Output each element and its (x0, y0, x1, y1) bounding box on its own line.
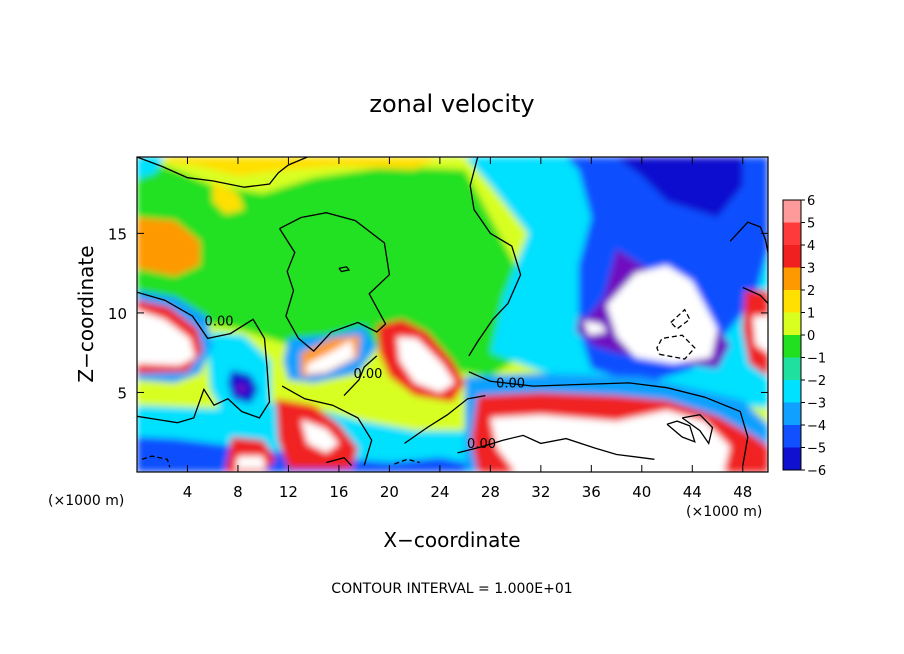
colorbar-swatch-11 (783, 447, 801, 471)
colorbar-label-11: −5 (807, 442, 826, 457)
x-tick-label-4: 4 (183, 483, 193, 501)
contour-line-5 (343, 355, 378, 397)
contour-line-9 (729, 221, 768, 253)
x-tick-label-48: 48 (733, 483, 752, 501)
colorbar-label-12: −6 (807, 464, 826, 479)
colorbar-swatch-7 (783, 357, 801, 381)
contour-line-10 (742, 286, 768, 304)
colorbar-label-1: 5 (807, 217, 815, 232)
x-unit-label-right: (×1000 m) (686, 504, 762, 520)
x-tick-label-12: 12 (279, 483, 298, 501)
colorbar-swatch-6 (783, 335, 801, 358)
colorbar-label-10: −4 (807, 419, 826, 434)
x-tick-label-24: 24 (430, 483, 449, 501)
colorbar-swatch-1 (783, 222, 801, 246)
x-tick-label-20: 20 (380, 483, 399, 501)
x-tick-label-32: 32 (531, 483, 550, 501)
colorbar: 6 5 4 3 2 1 0 −1 −2 −3 −4 −5 −6 (782, 194, 826, 479)
colorbar-label-6: 0 (807, 329, 815, 344)
colorbar-label-0: 6 (807, 194, 815, 209)
x-axis-ticks: 4 8 12 16 20 24 28 32 36 40 44 48 (183, 157, 752, 501)
colorbar-label-8: −2 (807, 374, 826, 389)
field-region-20 (235, 456, 266, 469)
colorbar-swatch-0 (783, 200, 801, 223)
field-region-31 (137, 309, 196, 366)
colorbar-label-5: 1 (807, 307, 815, 322)
x-tick-label-44: 44 (683, 483, 702, 501)
contour-line-16 (141, 455, 171, 468)
field-region-25 (306, 340, 355, 374)
contour-line-14 (656, 334, 696, 360)
y-tick-label-5: 5 (117, 384, 127, 402)
field-region-2 (137, 157, 440, 177)
colorbar-swatch-8 (783, 380, 801, 403)
field-region-28 (236, 382, 249, 394)
field-region-7 (616, 157, 743, 218)
contour-line-17 (394, 458, 420, 465)
colorbar-label-9: −3 (807, 397, 826, 412)
contour-line-7 (457, 434, 655, 460)
field-region-3 (137, 217, 201, 277)
colorbar-swatch-9 (783, 402, 801, 426)
colorbar-label-2: 4 (807, 239, 815, 254)
contour-line-4 (281, 385, 373, 466)
contour-line-12 (666, 420, 696, 443)
contour-label-2: 0.00 (496, 377, 525, 392)
x-axis-label: X−coordinate (383, 528, 520, 552)
x-tick-label-8: 8 (233, 483, 243, 501)
colorbar-label-3: 3 (807, 262, 815, 277)
contour-line-1 (468, 157, 522, 357)
plot-area: 0.00 0.00 0.00 0.00 (137, 157, 768, 472)
field-region-14 (490, 410, 731, 472)
contour-label-0: 0.00 (205, 315, 234, 330)
field-region-4 (212, 180, 245, 215)
contour-line-0 (137, 157, 308, 188)
y-tick-label-15: 15 (108, 225, 127, 243)
contour-interval-note: CONTOUR INTERVAL = 1.000E+01 (331, 581, 572, 597)
contour-line-8 (404, 394, 486, 444)
contour-line-11 (338, 266, 351, 273)
y-axis-label: Z−coordinate (74, 245, 98, 382)
field-region-11 (583, 320, 607, 336)
y-tick-label-10: 10 (108, 305, 127, 323)
contour-lines (137, 157, 768, 468)
field-region-34 (137, 157, 165, 180)
x-unit-label-left: (×1000 m) (48, 493, 124, 509)
x-tick-label-36: 36 (582, 483, 601, 501)
field-region-9 (606, 265, 718, 364)
contour-line-15 (670, 308, 691, 330)
contour-line-6 (468, 371, 749, 466)
colorbar-swatch-4 (783, 290, 801, 313)
colorbar-swatch-3 (783, 267, 801, 291)
colorbar-label-4: 2 (807, 284, 815, 299)
contour-line-18 (326, 456, 352, 467)
contour-label-3: 0.00 (467, 437, 496, 452)
contour-label-1: 0.00 (353, 367, 382, 382)
colorbar-label-7: −1 (807, 352, 826, 367)
colorbar-swatch-2 (783, 245, 801, 268)
colorbar-swatch-5 (783, 312, 801, 336)
field-region-22 (397, 336, 455, 393)
colorbar-swatch-10 (783, 425, 801, 448)
x-tick-label-28: 28 (481, 483, 500, 501)
x-tick-label-40: 40 (632, 483, 651, 501)
field-region-18 (301, 419, 339, 453)
x-tick-label-16: 16 (329, 483, 348, 501)
field-region-33 (752, 316, 768, 353)
y-axis-ticks: 5 10 15 (108, 225, 768, 402)
contour-labels: 0.00 0.00 0.00 0.00 (205, 315, 525, 453)
contour-line-2 (279, 212, 391, 352)
contour-line-13 (681, 413, 714, 445)
contour-line-3 (137, 291, 271, 424)
plot-frame (136, 156, 769, 473)
chart-title: zonal velocity (369, 90, 534, 118)
